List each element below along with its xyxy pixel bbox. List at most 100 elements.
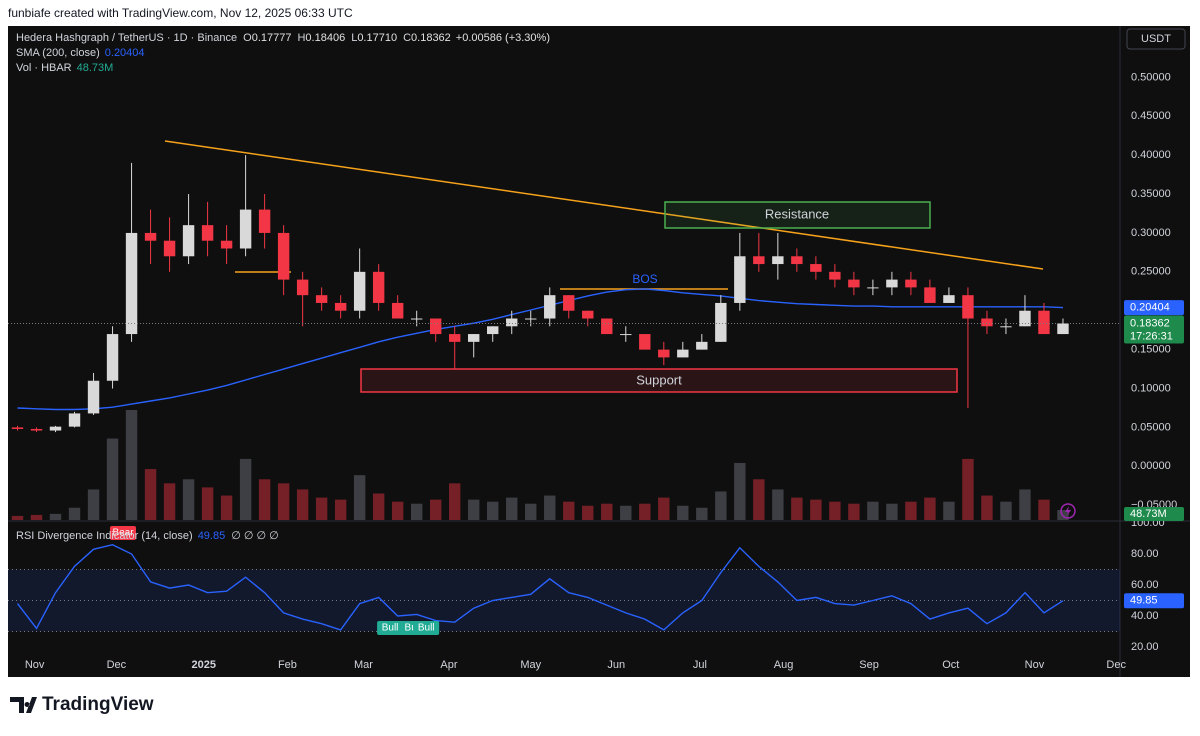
candle-body [810, 264, 822, 272]
volume-bar [715, 491, 727, 520]
rsi-tick-label: 20.00 [1131, 641, 1159, 653]
candle-body [1019, 310, 1031, 327]
ohlc: O0.17777 H0.18406 L0.17710 C0.18362 [243, 32, 451, 44]
candle-body [334, 302, 347, 311]
sma-legend: SMA (200, close) 0.20404 [16, 47, 145, 59]
candle-body [772, 256, 784, 265]
x-tick-label: Sep [859, 659, 879, 671]
x-tick-label: Jun [607, 659, 625, 671]
x-tick-label: Nov [1025, 659, 1045, 671]
candle-body [886, 279, 898, 288]
volume-bar [563, 501, 575, 520]
volume-bar [410, 503, 423, 520]
volume-bar [1038, 499, 1050, 520]
volume-bar [924, 497, 936, 520]
volume-tag-label: 48.73M [1130, 508, 1167, 520]
y-tick-label: 0.10000 [1131, 382, 1171, 394]
candle-body [468, 334, 480, 342]
y-tick-label: 0.05000 [1131, 421, 1171, 433]
x-tick-label: Dec [1106, 659, 1126, 671]
candle-body [448, 334, 461, 342]
symbol: Hedera Hashgraph / TetherUS · 1D · Binan… [16, 32, 237, 44]
volume-bar [429, 499, 442, 520]
candle-body [753, 256, 765, 265]
volume-legend: Vol · HBAR 48.73M [16, 62, 113, 74]
y-tick-label: 0.50000 [1131, 71, 1171, 83]
candle-body [182, 225, 195, 257]
volume-bar [582, 505, 594, 520]
candle-body [639, 334, 651, 350]
signal-tag [377, 621, 404, 635]
plot: 0.50000 0.45000 0.40000 0.35000 0.30000 0.250… [8, 71, 1184, 671]
support-label: Support [636, 372, 682, 387]
price-tag-label: 49.85 [1130, 595, 1158, 607]
volume-bar [1019, 489, 1031, 520]
ohlc-value: 0.18362 [411, 32, 451, 44]
candle-body [315, 295, 328, 303]
volume-bar [772, 489, 784, 520]
volume-bar [334, 499, 347, 520]
volume-bar [525, 503, 537, 520]
signal-label: Bull [382, 623, 399, 634]
volume-bar [220, 495, 233, 520]
x-tick-label: Feb [278, 659, 297, 671]
signal-label: Bull [418, 623, 435, 634]
volume-bar [962, 458, 974, 520]
candle-body [943, 295, 955, 303]
candle-body [696, 341, 708, 350]
y-tick-label: 0.40000 [1131, 149, 1171, 161]
candle-body [1000, 326, 1012, 328]
price-tag-label: 0.18362 [1130, 317, 1170, 329]
rsi-flags: ∅ ∅ ∅ ∅ [231, 530, 279, 542]
currency-box[interactable] [1126, 28, 1186, 50]
candle-body [620, 334, 632, 336]
chart-area [8, 26, 1190, 677]
rsi-tick-label: 40.00 [1131, 610, 1159, 622]
alert-bolt [1065, 506, 1071, 516]
y-tick-label: 0.45000 [1131, 110, 1171, 122]
y-tick-label: 0.00000 [1131, 460, 1171, 472]
rsi-tick-label: 60.00 [1131, 579, 1159, 591]
volume-bar [1000, 501, 1012, 520]
volume-bar [277, 483, 290, 520]
symbol-legend: Hedera Hashgraph / TetherUS · 1D · Binan… [16, 32, 550, 44]
volume-bar [848, 503, 860, 520]
candle-body [239, 209, 252, 249]
volume-bar [829, 501, 841, 520]
candle-body [220, 240, 233, 249]
candle-body [981, 318, 993, 327]
x-tick-label: Mar [354, 659, 373, 671]
volume-bar [886, 503, 898, 520]
volume-bar [106, 438, 119, 520]
candle-body [429, 318, 442, 335]
candle-body [68, 413, 81, 427]
rsi-legend: RSI Divergence Indicator (14, close) 49.8… [16, 530, 279, 542]
candle-body [30, 428, 43, 431]
candle-body [49, 426, 62, 431]
ohlc-key: O [243, 32, 252, 44]
price-tag [1124, 593, 1184, 609]
signal-label: Bear [112, 528, 134, 539]
volume-bar [981, 495, 993, 520]
volume-bar [87, 489, 100, 520]
rsi-tick-label: 80.00 [1131, 548, 1159, 560]
credit: funbiafe created with TradingView.com, N… [8, 6, 353, 20]
candle-body [258, 209, 271, 233]
volume-bar [144, 469, 157, 520]
candle-body [715, 302, 727, 342]
rsi-line [16, 543, 1064, 631]
candle-body [87, 380, 100, 414]
candle-body [353, 271, 366, 311]
x-tick-label: Oct [942, 659, 959, 671]
ohlc-key: C [403, 32, 411, 44]
x-tick-label: Aug [774, 659, 794, 671]
resistance-label: Resistance [765, 206, 829, 221]
ohlc-value: 0.18406 [305, 32, 345, 44]
candle-body [372, 271, 385, 303]
logo [10, 697, 37, 713]
candle-body [391, 302, 404, 319]
y-tick-label: 0.25000 [1131, 266, 1171, 278]
alert-icon[interactable] [1060, 503, 1076, 519]
